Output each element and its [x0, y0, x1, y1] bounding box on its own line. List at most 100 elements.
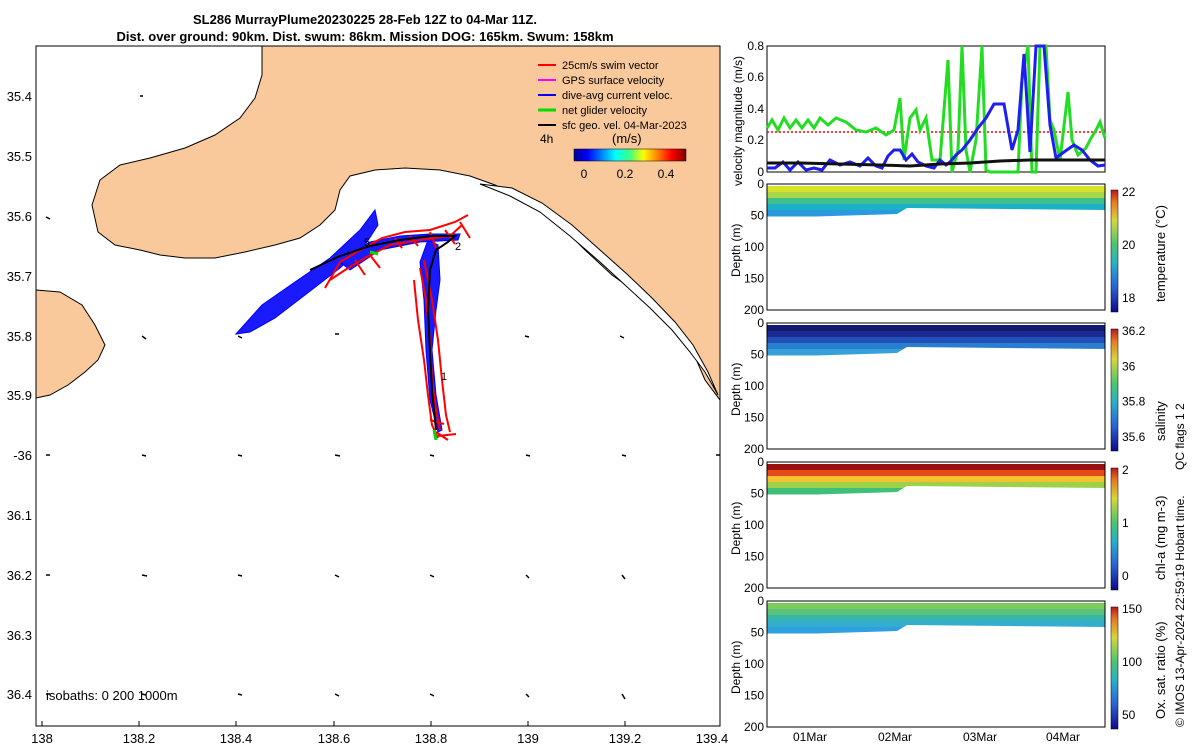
map-y-tick: 36.4 — [7, 687, 32, 702]
section-colorbar — [1110, 189, 1119, 313]
cbar-tick: 0.4 — [658, 167, 675, 181]
net-velocity-line — [765, 44, 1107, 174]
map-y-tick: 35.9 — [7, 388, 32, 403]
glider-path — [309, 235, 458, 431]
section-colorbar — [1110, 467, 1119, 591]
map-x-tick: 138.8 — [415, 731, 448, 746]
depth-tick: 50 — [751, 348, 765, 362]
map-y-ticks: 35.4 35.5 35.6 35.7 35.8 35.9 -36 36.1 3… — [7, 89, 32, 702]
colorbar-label: salinity — [1153, 401, 1168, 441]
colorbar-tick: 50 — [1122, 708, 1136, 722]
map-y-tick: 36.1 — [7, 508, 32, 523]
section-mask — [767, 625, 1105, 727]
section-band — [767, 476, 1105, 483]
vel-tick: 0 — [757, 165, 764, 179]
section-band — [767, 198, 1105, 205]
geo-velocity-line — [767, 158, 1105, 168]
section-band — [767, 186, 1105, 193]
section-colorbar — [1110, 328, 1119, 452]
depth-tick: 100 — [744, 379, 764, 393]
cbar-tick: 0.2 — [617, 167, 634, 181]
colorbar-tick: 100 — [1122, 655, 1142, 669]
velocity-y-ticks: 0 0.2 0.4 0.6 0.8 — [747, 39, 764, 179]
coastal-lagoon — [479, 183, 719, 396]
section-panel: 0 50 100 150 200 Depth (m) 18 20 22 temperature (… — [729, 177, 1168, 317]
track-label-5: 5 — [364, 237, 370, 249]
depth-tick: 200 — [744, 720, 764, 734]
map-y-tick: 36.3 — [7, 628, 32, 643]
colorbar-label: Ox. sat. ratio (%) — [1153, 621, 1168, 719]
depth-ylabel: Depth (m) — [729, 224, 743, 277]
dive-avg-current-vectors-3 — [339, 233, 461, 271]
depth-tick: 0 — [757, 594, 764, 608]
depth-tick: 150 — [744, 550, 764, 564]
section-panel: 0 50 100 150 200 Depth (m) 35.6 35.8 36 36.2 salin… — [729, 316, 1168, 456]
glider-track: 1 2 5 — [234, 208, 471, 441]
time-tick: 02Mar — [878, 730, 912, 744]
map-y-tick: 35.5 — [7, 149, 32, 164]
colorbar-tick: 1 — [1122, 516, 1129, 530]
depth-tick: 150 — [744, 411, 764, 425]
section-panel: 0 50 100 150 200 Depth (m) 0 1 2 chl-a (mg m-3) — [729, 455, 1168, 595]
map-x-tickmarks — [41, 721, 626, 726]
section-band — [767, 603, 1105, 610]
time-axis: 01Mar 02Mar 03Mar 04Mar — [793, 730, 1080, 744]
section-border — [766, 322, 1106, 450]
map-y-tick: 36.2 — [7, 568, 32, 583]
depth-tick: 100 — [744, 518, 764, 532]
depth-tick: 200 — [744, 581, 764, 595]
time-tick: 04Mar — [1046, 730, 1080, 744]
depth-tick: 50 — [751, 487, 765, 501]
section-band — [767, 343, 1105, 350]
depth-ylabel: Depth (m) — [729, 363, 743, 416]
speed-colorbar — [573, 148, 687, 162]
depth-tick: 200 — [744, 303, 764, 317]
legend-dive: dive-avg current veloc. — [562, 90, 673, 102]
depth-tick: 0 — [757, 455, 764, 469]
net-glider-velocity — [369, 250, 438, 441]
track-label-2: 2 — [455, 241, 461, 253]
velocity-ylabel: velocity magnitude (m/s) — [731, 56, 745, 186]
colorbar-tick: 18 — [1122, 291, 1136, 305]
section-border — [766, 183, 1106, 311]
vel-tick: 0.6 — [747, 70, 764, 84]
depth-tick: 50 — [751, 626, 765, 640]
qc-flags: QC flags 1 2 — [1173, 403, 1187, 470]
velocity-panel: 0 0.2 0.4 0.6 0.8 velocity magnitude (m/… — [731, 39, 1107, 186]
vel-tick: 0.8 — [747, 39, 764, 53]
credit-text: © IMOS 13-Apr-2024 22:59:19 Hobart time. — [1173, 495, 1187, 727]
legend-swim: 25cm/s swim vector — [562, 60, 659, 72]
depth-tick: 100 — [744, 657, 764, 671]
depth-tick: 200 — [744, 442, 764, 456]
map-x-tick: 138.6 — [318, 731, 351, 746]
depth-tick: 0 — [757, 177, 764, 191]
vel-tick: 0.4 — [747, 102, 764, 116]
colorbar-label: chl-a (mg m-3) — [1153, 495, 1168, 580]
section-band — [767, 609, 1105, 616]
section-band — [767, 615, 1105, 622]
section-band — [767, 464, 1105, 471]
vel-tick: 0.2 — [747, 133, 764, 147]
section-border — [766, 461, 1106, 589]
section-mask — [767, 347, 1105, 449]
section-band — [767, 470, 1105, 477]
time-tick: 01Mar — [793, 730, 827, 744]
map-y-tick: -36 — [13, 448, 32, 463]
depth-tick: 150 — [744, 272, 764, 286]
colorbar-tick: 2 — [1122, 463, 1129, 477]
section-mask — [767, 486, 1105, 588]
colorbar-tick: 20 — [1122, 238, 1136, 252]
section-border — [766, 600, 1106, 728]
depth-tick: 50 — [751, 209, 765, 223]
depth-tick: 100 — [744, 240, 764, 254]
title-line-1: SL286 MurrayPlume20230225 28-Feb 12Z to … — [193, 12, 537, 27]
depth-ylabel: Depth (m) — [729, 502, 743, 555]
section-band — [767, 204, 1105, 211]
legend-net: net glider velocity — [562, 105, 647, 117]
legend-interval: 4h — [540, 132, 553, 146]
section-band — [767, 337, 1105, 344]
colorbar-tick: 150 — [1122, 602, 1142, 616]
colorbar-tick: 35.6 — [1122, 430, 1146, 444]
